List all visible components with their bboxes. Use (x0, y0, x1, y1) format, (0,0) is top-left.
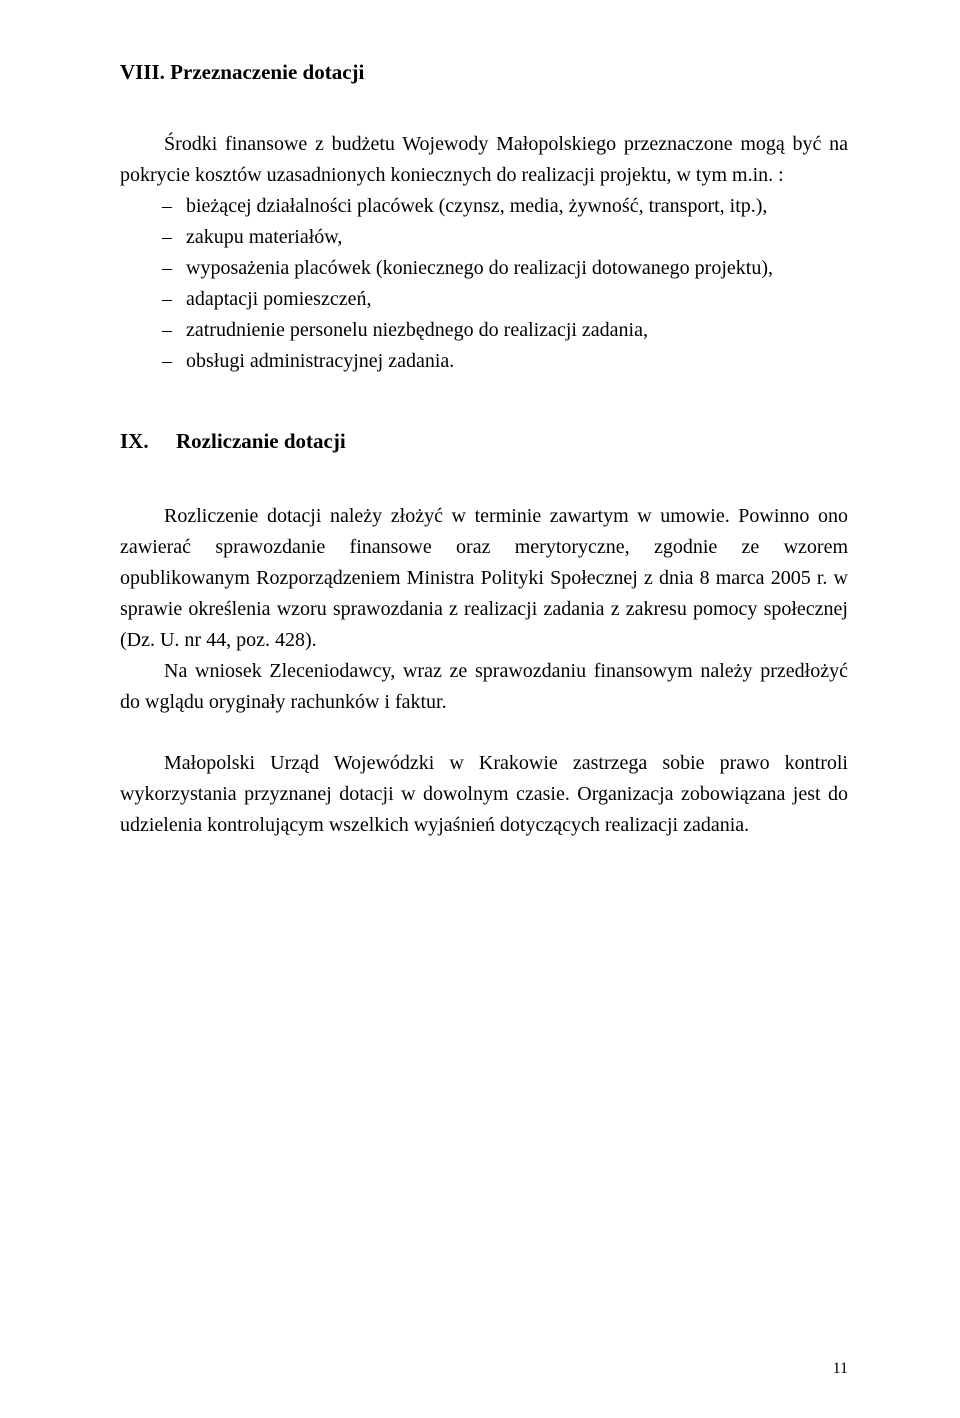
section9-title: Rozliczanie dotacji (176, 429, 346, 453)
document-page: VIII. Przeznaczenie dotacji Środki finan… (0, 0, 960, 1418)
section9-block1: Rozliczenie dotacji należy złożyć w term… (120, 501, 848, 718)
list-item: zakupu materiałów, (120, 222, 848, 253)
list-item: obsługi administracyjnej zadania. (120, 346, 848, 377)
section8-intro-line2: pokrycie kosztów uzasadnionych konieczny… (120, 160, 848, 191)
section8-intro-line1: Środki finansowe z budżetu Wojewody Mało… (120, 129, 848, 160)
list-item: bieżącej działalności placówek (czynsz, … (120, 191, 848, 222)
section9-paragraph1: Rozliczenie dotacji należy złożyć w term… (120, 501, 848, 656)
list-item: zatrudnienie personelu niezbędnego do re… (120, 315, 848, 346)
section9-heading: IX.Rozliczanie dotacji (120, 425, 848, 458)
page-number: 11 (833, 1357, 848, 1382)
section8-bullet-list: bieżącej działalności placówek (czynsz, … (120, 191, 848, 377)
section9-paragraph2: Na wniosek Zleceniodawcy, wraz ze sprawo… (120, 656, 848, 718)
section8-heading: VIII. Przeznaczenie dotacji (120, 56, 848, 89)
section9-number: IX. (120, 425, 176, 458)
section9-paragraph3: Małopolski Urząd Wojewódzki w Krakowie z… (120, 748, 848, 841)
list-item: adaptacji pomieszczeń, (120, 284, 848, 315)
list-item: wyposażenia placówek (koniecznego do rea… (120, 253, 848, 284)
